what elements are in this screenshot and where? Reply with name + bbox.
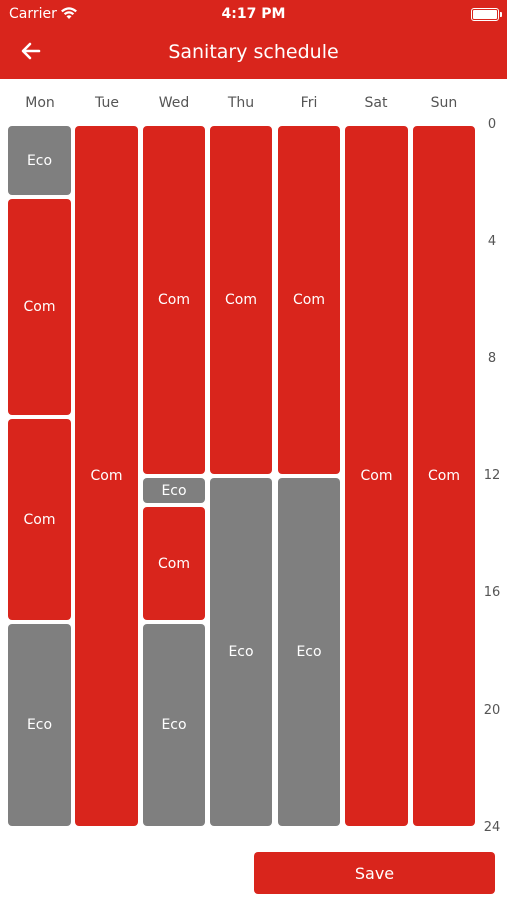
save-button[interactable]: Save (254, 852, 495, 894)
schedule-block-tue-1[interactable]: Com (75, 126, 138, 826)
hour-label-24: 24 (483, 820, 501, 835)
day-header-fri: Fri (300, 95, 318, 111)
wifi-icon (61, 7, 77, 19)
status-bar: Carrier 4:17 PM (0, 4, 507, 24)
hour-label-12: 12 (483, 468, 501, 483)
day-header-tue: Tue (95, 95, 119, 111)
schedule-block-thu-1[interactable]: Com (210, 126, 272, 474)
status-time: 4:17 PM (221, 6, 286, 22)
back-arrow-icon[interactable] (18, 38, 44, 64)
schedule-block-mon-4[interactable]: Eco (8, 624, 71, 826)
day-header-wed: Wed (158, 95, 190, 111)
hour-label-20: 20 (483, 703, 501, 718)
hour-label-16: 16 (483, 585, 501, 600)
hour-label-8: 8 (487, 351, 497, 366)
schedule-block-fri-2[interactable]: Eco (278, 478, 340, 826)
schedule-block-wed-4[interactable]: Eco (143, 624, 205, 826)
schedule-block-wed-1[interactable]: Com (143, 126, 205, 474)
page-title: Sanitary schedule (168, 41, 339, 63)
day-header-sat: Sat (364, 95, 388, 111)
hour-label-4: 4 (487, 234, 497, 249)
schedule-block-sat-1[interactable]: Com (345, 126, 408, 826)
day-header-mon: Mon (25, 95, 55, 111)
schedule-block-mon-3[interactable]: Com (8, 419, 71, 620)
battery-icon (471, 8, 502, 21)
schedule-block-mon-2[interactable]: Com (8, 199, 71, 415)
schedule-block-thu-2[interactable]: Eco (210, 478, 272, 826)
carrier-label: Carrier (9, 6, 57, 22)
schedule-block-fri-1[interactable]: Com (278, 126, 340, 474)
app-header: Carrier 4:17 PM Sanitary schedule (0, 0, 507, 79)
schedule-block-mon-1[interactable]: Eco (8, 126, 71, 195)
schedule-block-wed-2[interactable]: Eco (143, 478, 205, 503)
schedule-block-wed-3[interactable]: Com (143, 507, 205, 620)
day-header-thu: Thu (227, 95, 255, 111)
day-header-sun: Sun (430, 95, 458, 111)
schedule-block-sun-1[interactable]: Com (413, 126, 475, 826)
hour-label-0: 0 (487, 117, 497, 132)
